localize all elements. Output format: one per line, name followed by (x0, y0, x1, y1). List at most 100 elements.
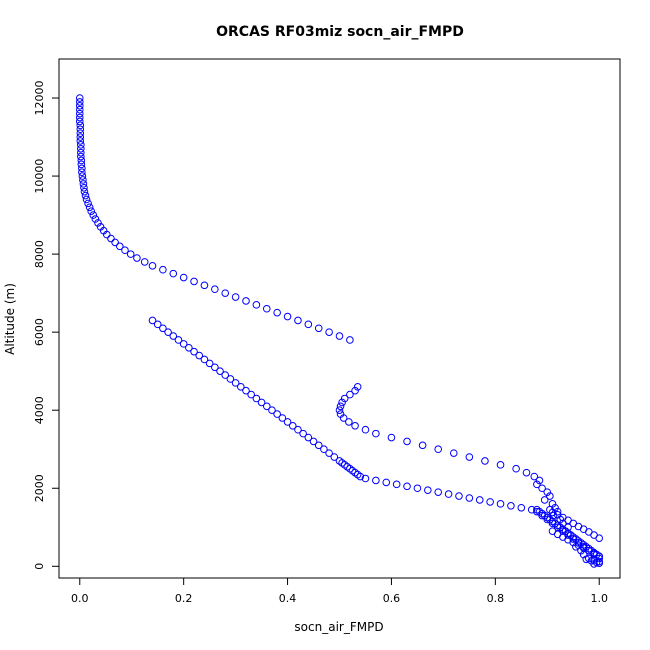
data-point (481, 457, 489, 465)
data-point (294, 425, 302, 434)
data-point (247, 390, 255, 399)
data-point (242, 386, 250, 395)
data-point (148, 262, 157, 270)
data-point (211, 363, 219, 372)
data-point (91, 215, 100, 223)
data-point (81, 191, 90, 200)
data-point (403, 437, 411, 446)
data-point (77, 144, 85, 153)
data-point (85, 203, 94, 212)
data-point (339, 414, 348, 422)
data-point (262, 402, 271, 411)
data-point (77, 156, 86, 165)
chart-title: ORCAS RF03miz socn_air_FMPD (216, 24, 464, 40)
data-point (221, 371, 230, 379)
data-point (361, 425, 370, 434)
data-point (403, 482, 411, 491)
data-point (540, 496, 549, 504)
plot-frame (58, 58, 621, 579)
data-point (75, 113, 84, 122)
data-point (595, 534, 604, 542)
data-point (325, 328, 333, 336)
y-tick-label: 8000 (33, 240, 46, 268)
data-point (133, 254, 141, 262)
data-point (533, 480, 541, 489)
x-tick-label: 0.4 (279, 592, 297, 605)
data-point (111, 238, 119, 247)
data-point (226, 375, 235, 383)
data-point (80, 183, 88, 192)
data-point (351, 386, 359, 395)
data-point (94, 219, 102, 227)
data-point (153, 320, 162, 329)
data-point (522, 468, 531, 477)
data-point (546, 492, 554, 500)
data-point (262, 304, 271, 313)
data-point (392, 480, 401, 489)
data-point (294, 316, 302, 325)
data-point (283, 418, 292, 426)
data-point (169, 332, 178, 340)
data-point (89, 211, 98, 219)
data-point (77, 152, 85, 161)
data-point (87, 207, 96, 215)
data-point (190, 347, 198, 356)
data-point (78, 172, 87, 180)
data-point (304, 433, 313, 442)
data-point (320, 445, 328, 454)
data-point (75, 102, 84, 110)
data-point (496, 500, 505, 508)
y-axis-label: Altitude (m) (3, 283, 17, 355)
data-point (543, 515, 552, 524)
data-point (231, 379, 240, 387)
y-axis: 0 2000 4000 6000 8000 10000 12000 (33, 81, 59, 570)
data-point (200, 355, 209, 364)
data-point (336, 402, 345, 411)
data-point (314, 441, 323, 450)
data-point (424, 486, 432, 494)
x-tick-label: 1.0 (590, 592, 608, 605)
data-point (159, 324, 167, 333)
data-point (174, 336, 183, 344)
x-axis-label: socn_air_FMPD (294, 620, 383, 634)
data-point (590, 560, 598, 568)
data-point (465, 494, 474, 502)
data-point (527, 505, 536, 514)
data-point (77, 160, 86, 169)
data-point (179, 273, 188, 282)
data-point (434, 488, 442, 496)
data-point (486, 498, 494, 506)
data-point (257, 398, 266, 407)
data-point (372, 429, 380, 438)
data-point (221, 289, 230, 297)
data-point (75, 94, 84, 102)
data-point (78, 164, 86, 173)
data-point (195, 351, 204, 360)
data-point (345, 418, 353, 426)
data-point (283, 312, 292, 321)
data-point (434, 445, 442, 454)
x-tick-label: 0.0 (71, 592, 89, 605)
data-point (538, 484, 546, 493)
data-point (538, 511, 546, 520)
data-point (148, 316, 157, 325)
data-point (179, 340, 188, 348)
data-point (268, 406, 276, 415)
data-point (465, 453, 474, 461)
x-tick-label: 0.8 (487, 592, 505, 605)
data-point (76, 133, 85, 141)
data-point (75, 109, 84, 118)
data-point (582, 555, 591, 564)
data-point (169, 269, 178, 278)
data-point (278, 414, 287, 422)
data-point (231, 293, 240, 301)
x-tick-label: 0.2 (175, 592, 193, 605)
data-point (75, 98, 84, 106)
data-point (82, 195, 91, 204)
data-point (304, 320, 313, 329)
data-point (569, 535, 578, 543)
data-point (288, 422, 297, 430)
data-point (115, 242, 124, 251)
y-tick-label: 10000 (33, 159, 46, 194)
data-point (340, 394, 349, 403)
